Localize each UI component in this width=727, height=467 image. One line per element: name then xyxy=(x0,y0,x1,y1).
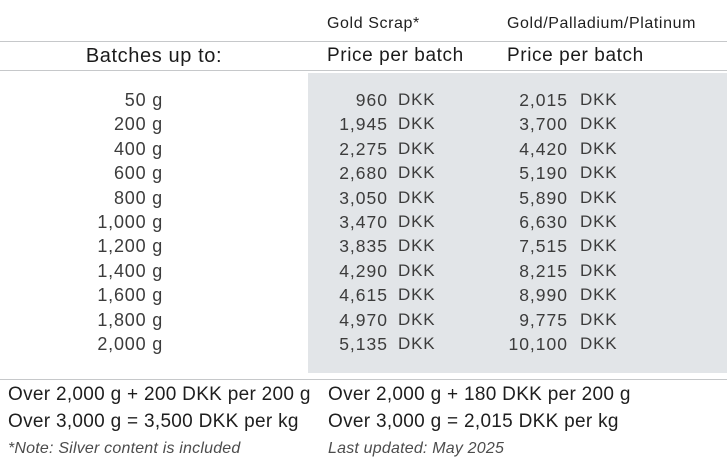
gold-scrap-price-cell: 2,680 xyxy=(339,163,388,184)
batch-weight-cell: 1,800 g xyxy=(97,309,163,330)
gold-scrap-price-cell: 3,050 xyxy=(339,187,388,208)
gold-scrap-price-cell: 960 xyxy=(355,90,388,110)
gold-pd-pt-currency-label: DKK xyxy=(580,187,618,207)
gold-scrap-price-cell: 4,615 xyxy=(339,285,388,306)
gold-pd-pt-currency-label: DKK xyxy=(580,211,618,231)
gold-scrap-price-cell: 3,470 xyxy=(339,211,388,232)
table-row: 2,000 g 5,135 DKK 10,100 DKK xyxy=(0,332,727,356)
batch-weight-cell: 200 g xyxy=(113,114,163,135)
gold-pd-pt-currency-label: DKK xyxy=(580,114,618,134)
gold-pd-pt-currency-label: DKK xyxy=(580,163,618,183)
gold-pd-pt-over-2000-rule: Over 2,000 g + 180 DKK per 200 g xyxy=(328,384,631,405)
table-row: 1,800 g 4,970 DKK 9,775 DKK xyxy=(0,308,727,332)
last-updated-note: Last updated: May 2025 xyxy=(328,440,505,457)
gold-scrap-price-cell: 4,290 xyxy=(339,260,388,281)
table-row: 1,200 g 3,835 DKK 7,515 DKK xyxy=(0,234,727,258)
batch-weight-cell: 1,200 g xyxy=(97,236,163,257)
table-row: 50 g 960 DKK 2,015 DKK xyxy=(0,88,727,112)
gold-scrap-currency-label: DKK xyxy=(398,285,436,305)
gold-pd-pt-price-cell: 2,015 xyxy=(519,90,568,110)
gold-scrap-currency-label: DKK xyxy=(398,90,436,109)
batch-weight-cell: 1,600 g xyxy=(97,285,163,306)
price-per-batch-label-gold-pd-pt: Price per batch xyxy=(507,45,644,66)
gold-scrap-currency-label: DKK xyxy=(398,211,436,231)
batch-weight-cell: 800 g xyxy=(113,187,163,208)
footer-gold-pd-pt: Over 2,000 g + 180 DKK per 200 g Over 3,… xyxy=(328,382,668,458)
separator-line-bottom xyxy=(0,379,727,380)
separator-line-header xyxy=(0,70,727,71)
batches-up-to-label: Batches up to: xyxy=(85,45,223,67)
batch-weight-cell: 2,000 g xyxy=(97,333,163,354)
table-row: 1,400 g 4,290 DKK 8,215 DKK xyxy=(0,259,727,283)
gold-scrap-currency-label: DKK xyxy=(398,309,436,329)
gold-scrap-price-cell: 3,835 xyxy=(339,236,388,257)
gold-scrap-currency-label: DKK xyxy=(398,260,436,280)
gold-pd-pt-price-cell: 4,420 xyxy=(519,138,568,159)
gold-pd-pt-currency-label: DKK xyxy=(580,333,618,353)
gold-pd-pt-currency-label: DKK xyxy=(580,309,618,329)
gold-pd-pt-price-cell: 5,190 xyxy=(519,163,568,184)
gold-pd-pt-currency-label: DKK xyxy=(580,236,618,256)
price-per-batch-label-gold-scrap: Price per batch xyxy=(327,45,464,66)
table-row: 1,000 g 3,470 DKK 6,630 DKK xyxy=(0,210,727,234)
table-row: 600 g 2,680 DKK 5,190 DKK xyxy=(0,161,727,185)
gold-scrap-currency-label: DKK xyxy=(398,114,436,134)
table-row: 400 g 2,275 DKK 4,420 DKK xyxy=(0,137,727,161)
gold-scrap-currency-label: DKK xyxy=(398,163,436,183)
table-row: 1,600 g 4,615 DKK 8,990 DKK xyxy=(0,283,727,307)
table-row: 200 g 1,945 DKK 3,700 DKK xyxy=(0,112,727,136)
batch-weight-cell: 600 g xyxy=(113,163,163,184)
batch-weight-cell: 1,400 g xyxy=(97,260,163,281)
gold-pd-pt-price-cell: 8,990 xyxy=(519,285,568,306)
gold-pd-pt-over-3000-rule: Over 3,000 g = 2,015 DKK per kg xyxy=(328,410,619,432)
column-header-gold-scrap: Gold Scrap* xyxy=(327,15,420,32)
gold-scrap-currency-label: DKK xyxy=(398,236,436,256)
gold-pd-pt-price-cell: 10,100 xyxy=(508,333,568,354)
column-header-gold-palladium-platinum: Gold/Palladium/Platinum xyxy=(507,15,696,32)
table-row: 800 g 3,050 DKK 5,890 DKK xyxy=(0,186,727,210)
gold-pd-pt-currency-label: DKK xyxy=(580,260,618,280)
batch-weight-cell: 50 g xyxy=(124,90,163,110)
gold-pd-pt-price-cell: 7,515 xyxy=(519,236,568,257)
gold-pd-pt-currency-label: DKK xyxy=(580,285,618,305)
gold-pd-pt-price-cell: 5,890 xyxy=(519,187,568,208)
gold-scrap-price-cell: 2,275 xyxy=(339,138,388,159)
gold-scrap-over-3000-rule: Over 3,000 g = 3,500 DKK per kg xyxy=(8,410,299,432)
gold-pd-pt-price-cell: 6,630 xyxy=(519,211,568,232)
gold-scrap-currency-label: DKK xyxy=(398,333,436,353)
price-columns-background xyxy=(308,73,727,373)
gold-pd-pt-price-cell: 8,215 xyxy=(519,260,568,281)
gold-pd-pt-currency-label: DKK xyxy=(580,90,618,109)
gold-scrap-price-cell: 1,945 xyxy=(339,114,388,135)
gold-scrap-over-2000-rule: Over 2,000 g + 200 DKK per 200 g xyxy=(8,384,311,405)
gold-scrap-currency-label: DKK xyxy=(398,187,436,207)
batch-weight-cell: 1,000 g xyxy=(97,211,163,232)
gold-scrap-price-cell: 4,970 xyxy=(339,309,388,330)
batch-weight-cell: 400 g xyxy=(113,138,163,159)
gold-pd-pt-price-cell: 3,700 xyxy=(519,114,568,135)
gold-pd-pt-price-cell: 9,775 xyxy=(519,309,568,330)
silver-content-note: *Note: Silver content is included xyxy=(8,440,241,457)
gold-scrap-price-cell: 5,135 xyxy=(339,333,388,354)
gold-scrap-currency-label: DKK xyxy=(398,138,436,158)
gold-pd-pt-currency-label: DKK xyxy=(580,138,618,158)
footer-gold-scrap: Over 2,000 g + 200 DKK per 200 g Over 3,… xyxy=(8,382,348,458)
price-rows: 50 g 960 DKK 2,015 DKK 200 g 1,945 DKK 3… xyxy=(0,88,727,356)
separator-line-top xyxy=(0,41,727,42)
